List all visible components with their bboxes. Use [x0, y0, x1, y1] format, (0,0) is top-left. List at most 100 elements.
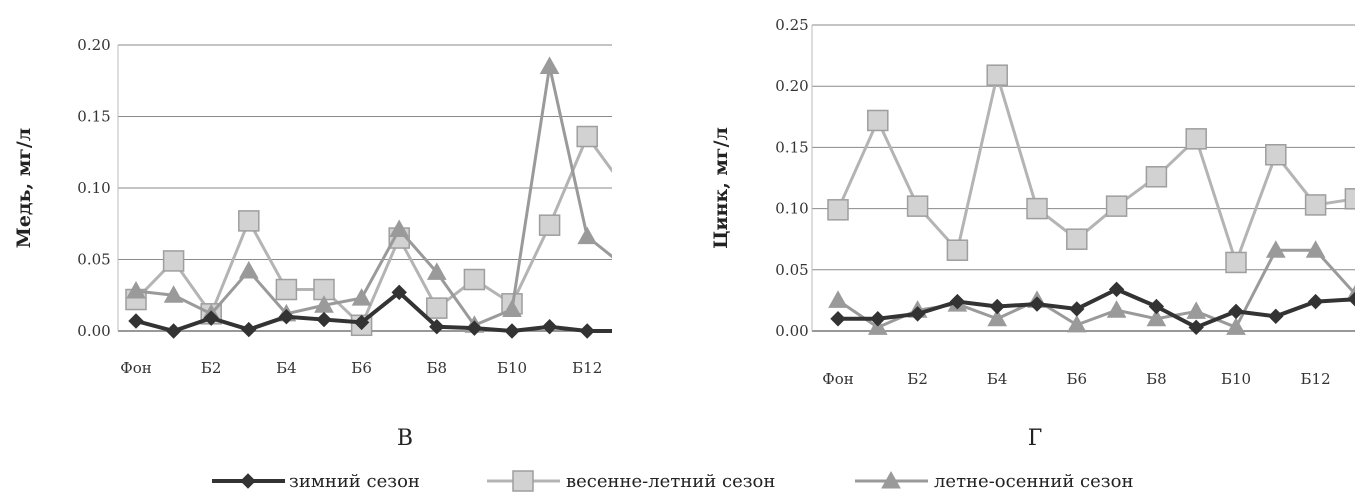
data-point-winter [353, 314, 370, 331]
y-tick-label: 0.05 [77, 251, 110, 269]
data-point-winter [391, 284, 407, 301]
data-point-summer-autumn [539, 56, 560, 74]
x-tick-label: Б2 [201, 359, 222, 377]
panel-label-copper: В [397, 426, 413, 451]
legend-triangle-marker [881, 470, 901, 489]
data-point-summer-autumn [351, 288, 372, 306]
y-tick-label: 0.20 [775, 77, 808, 95]
data-point-spring-summer [1304, 194, 1327, 216]
data-point-winter [203, 310, 219, 326]
y-tick-label: 0.00 [775, 322, 808, 340]
data-point-summer-autumn [616, 258, 634, 274]
x-tick-label: Б10 [497, 359, 527, 377]
data-point-winter [1029, 296, 1045, 312]
chart-zinc: 0.00 0.05 0.10 0.15 0.20 0.25 Фон Б2 Б4 Б6 Б8 Б10 Б1… [775, 16, 1355, 388]
data-point-spring-summer [538, 214, 561, 236]
data-point-spring-summer [238, 210, 260, 232]
x-tick-label: Б4 [276, 359, 297, 377]
y-tick-label: 0.15 [77, 108, 110, 126]
data-point-summer-autumn [577, 226, 598, 245]
data-point-spring-summer [906, 195, 929, 217]
data-point-winter [504, 323, 520, 339]
data-point-winter [128, 313, 144, 329]
x-tick-label: Фон [822, 370, 853, 388]
data-point-winter [541, 319, 558, 335]
series-winter-zinc [830, 281, 1355, 336]
data-point-winter [466, 320, 483, 336]
panel-label-zinc: Г [1028, 426, 1043, 451]
y-tick-label: 0.15 [775, 138, 808, 156]
legend-label-winter: зимний сезон [289, 471, 420, 492]
chart-copper: 0.00 0.05 0.10 0.15 0.20 Фон Б2 Б4 Б6 Б8 Б10 Б12 [77, 36, 635, 377]
data-point-summer-autumn [163, 285, 184, 303]
ylabel-zinc: Цинк, мг/л [710, 127, 732, 249]
legend: зимний сезон весенне-летний сезон летне-… [212, 470, 1133, 492]
data-point-summer-autumn [1305, 240, 1326, 258]
data-point-winter [1188, 319, 1204, 336]
data-point-winter [909, 306, 926, 322]
data-point-winter [949, 293, 966, 310]
data-point-winter [618, 324, 632, 338]
series-spring-summer-copper [125, 125, 635, 337]
legend-item-spring-summer: весенне-летний сезон [487, 470, 775, 492]
data-point-winter [830, 311, 846, 327]
data-point-summer-autumn [1186, 301, 1207, 319]
data-point-winter [989, 298, 1005, 315]
data-point-summer-autumn [502, 299, 522, 318]
data-point-spring-summer [986, 64, 1008, 86]
series-spring-summer-zinc [827, 64, 1355, 274]
data-point-winter [1069, 301, 1085, 317]
x-tick-label: Б12 [1301, 370, 1331, 388]
data-point-spring-summer [426, 297, 448, 319]
data-point-spring-summer [1105, 195, 1128, 217]
data-point-summer-autumn [1106, 300, 1127, 318]
data-point-spring-summer [1026, 197, 1048, 220]
series-line-spring-summer [836, 73, 1355, 264]
data-point-summer-autumn [126, 280, 146, 299]
data-point-summer-autumn [828, 290, 848, 308]
ylabel-copper: Медь, мг/л [13, 128, 35, 248]
legend-diamond-marker [240, 473, 256, 489]
x-tick-label: Б6 [1067, 370, 1088, 388]
y-tick-label: 0.00 [77, 322, 110, 340]
data-point-winter [1148, 298, 1165, 315]
data-point-summer-autumn [389, 219, 410, 237]
data-point-spring-summer [1145, 166, 1168, 188]
data-point-summer-autumn [1265, 240, 1286, 258]
data-point-summer-autumn [426, 262, 447, 280]
legend-marker-winter [240, 473, 256, 489]
data-point-spring-summer [615, 178, 635, 198]
y-tick-label: 0.05 [775, 261, 808, 279]
legend-item-winter: зимний сезон [212, 471, 420, 492]
legend-label-spring-summer: весенне-летний сезон [566, 471, 775, 492]
data-point-winter [1307, 293, 1324, 310]
data-point-winter [241, 321, 257, 338]
x-tick-label: Б8 [427, 359, 448, 377]
series-line-summer-autumn [837, 248, 1355, 329]
series-line-summer-autumn [135, 64, 612, 327]
data-point-winter [165, 323, 182, 339]
data-point-summer-autumn [1146, 308, 1167, 327]
data-point-spring-summer [1185, 128, 1207, 150]
data-point-spring-summer [946, 239, 969, 261]
x-tick-label: Б8 [1146, 370, 1167, 388]
data-point-spring-summer [1066, 228, 1088, 250]
data-point-spring-summer [827, 199, 849, 221]
data-point-summer-autumn [987, 308, 1008, 327]
x-tick-label: Б6 [351, 359, 372, 377]
y-tick-label: 0.10 [775, 200, 808, 218]
legend-item-summer-autumn: летне-осенний сезон [855, 470, 1133, 492]
data-point-winter [1268, 308, 1284, 325]
data-point-spring-summer [576, 125, 598, 148]
data-point-spring-summer [463, 268, 486, 291]
y-tick-label: 0.25 [775, 16, 808, 34]
series-winter-copper [128, 284, 632, 339]
data-point-spring-summer [867, 109, 889, 132]
x-tick-label: Б4 [987, 370, 1008, 388]
x-tick-label: Б12 [572, 359, 602, 377]
series-summer-autumn-copper [126, 56, 634, 333]
legend-label-summer-autumn: летне-осенний сезон [934, 471, 1133, 492]
series-line-spring-summer [134, 135, 612, 327]
data-point-spring-summer [162, 250, 185, 272]
